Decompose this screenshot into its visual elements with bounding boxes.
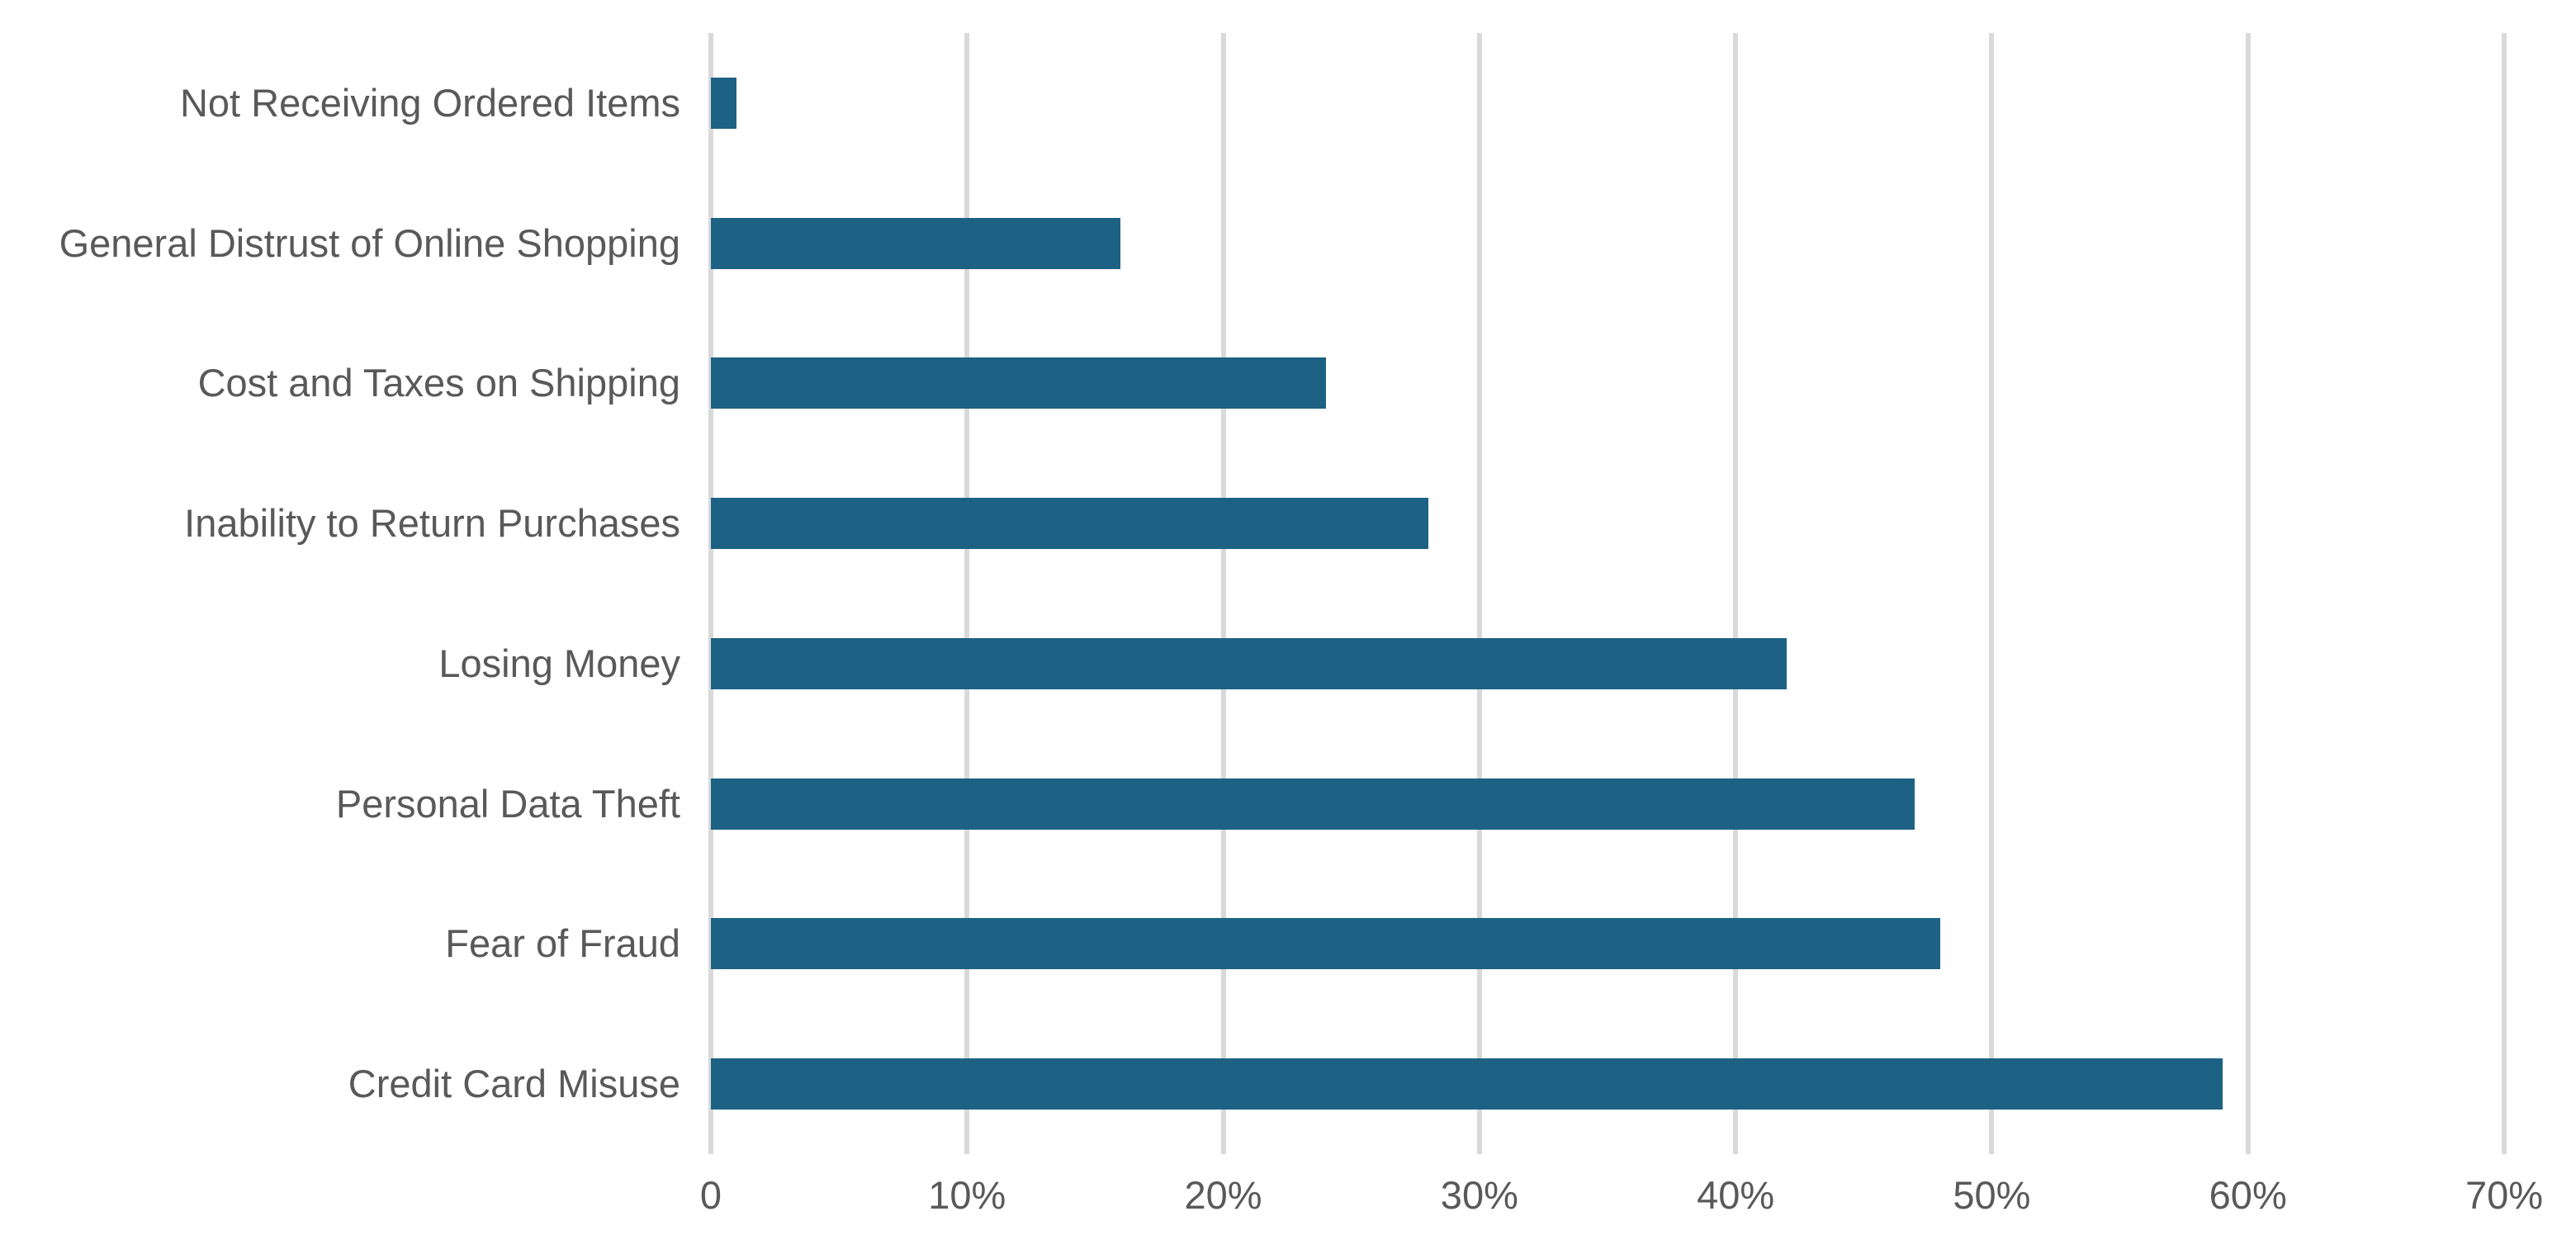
category-label-not-receiving-ordered-items: Not Receiving Ordered Items bbox=[179, 81, 680, 125]
category-label-losing-money: Losing Money bbox=[438, 641, 680, 686]
bar-row bbox=[711, 734, 2504, 874]
plot-area bbox=[708, 33, 2507, 1154]
category-label-credit-card-misuse: Credit Card Misuse bbox=[348, 1062, 680, 1106]
category-label-cost-and-taxes-on-shipping: Cost and Taxes on Shipping bbox=[197, 361, 680, 405]
bar-losing-money bbox=[711, 637, 1788, 689]
x-tick-label-10%: 10% bbox=[928, 1173, 1006, 1217]
bar-personal-data-theft bbox=[711, 778, 1915, 830]
gridline-60% bbox=[2245, 33, 2251, 1154]
bar-credit-card-misuse bbox=[711, 1058, 2223, 1110]
bar-row bbox=[711, 594, 2504, 734]
bar-row bbox=[711, 173, 2504, 314]
x-tick-label-50%: 50% bbox=[1953, 1173, 2031, 1217]
bar-general-distrust-of-online-shopping bbox=[711, 217, 1121, 269]
x-tick-label-70%: 70% bbox=[2465, 1173, 2544, 1217]
gridline-0 bbox=[708, 33, 713, 1154]
gridline-40% bbox=[1733, 33, 1739, 1154]
category-label-fear-of-fraud: Fear of Fraud bbox=[445, 921, 680, 966]
category-label-inability-to-return-purchases: Inability to Return Purchases bbox=[184, 501, 680, 546]
bar-row bbox=[711, 874, 2504, 1015]
bar-fear-of-fraud bbox=[711, 918, 1941, 970]
bar-row bbox=[711, 314, 2504, 454]
bar-row bbox=[711, 1014, 2504, 1154]
gridline-10% bbox=[964, 33, 970, 1154]
x-tick-label-30%: 30% bbox=[1440, 1173, 1518, 1217]
gridline-50% bbox=[1989, 33, 1995, 1154]
bar-row bbox=[711, 453, 2504, 594]
x-tick-label-20%: 20% bbox=[1184, 1173, 1262, 1217]
bar-cost-and-taxes-on-shipping bbox=[711, 357, 1326, 409]
x-tick-label-40%: 40% bbox=[1697, 1173, 1775, 1217]
bar-row bbox=[711, 33, 2504, 173]
bar-inability-to-return-purchases bbox=[711, 498, 1428, 550]
gridline-20% bbox=[1220, 33, 1226, 1154]
gridline-30% bbox=[1476, 33, 1482, 1154]
category-label-general-distrust-of-online-shopping: General Distrust of Online Shopping bbox=[59, 220, 680, 265]
category-label-personal-data-theft: Personal Data Theft bbox=[335, 781, 680, 826]
gridline-70% bbox=[2502, 33, 2507, 1154]
bar-not-receiving-ordered-items bbox=[711, 77, 737, 129]
x-tick-label-0: 0 bbox=[699, 1173, 722, 1217]
x-tick-label-60%: 60% bbox=[2209, 1173, 2287, 1217]
